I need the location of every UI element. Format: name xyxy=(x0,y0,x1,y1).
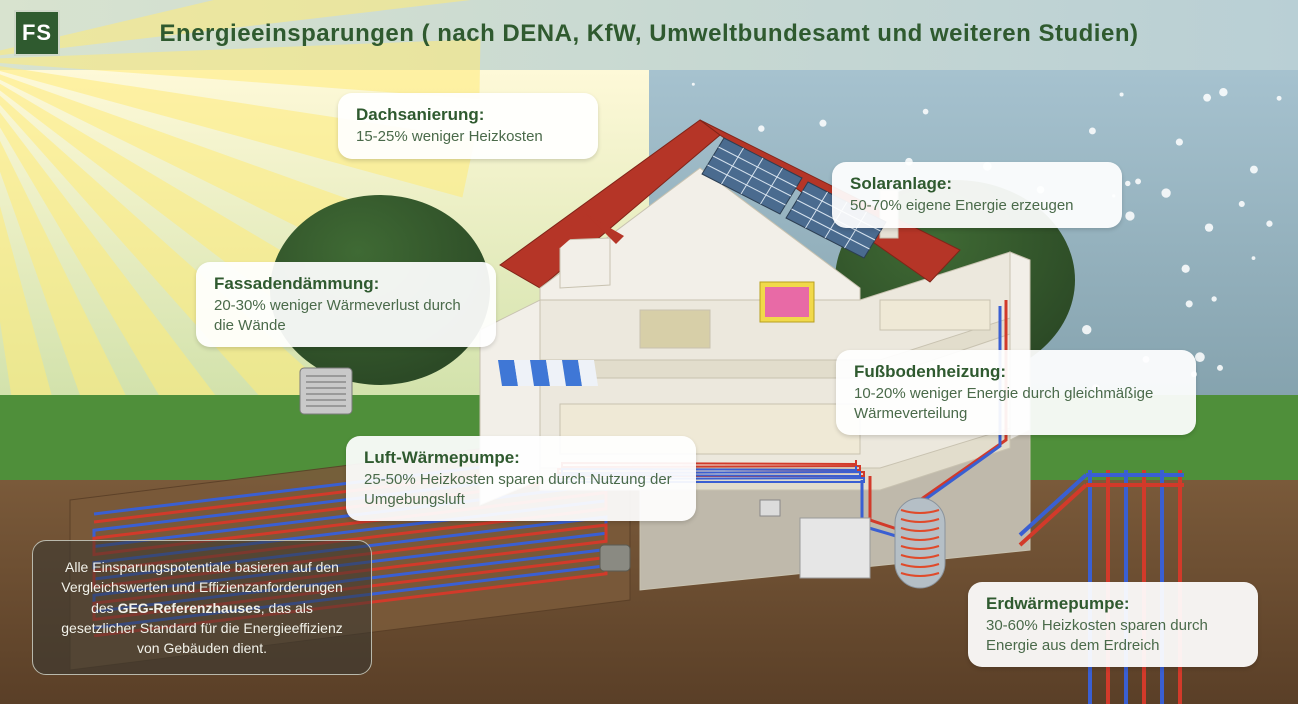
callout-body: 30-60% Heizkosten sparen durch Energie a… xyxy=(986,616,1240,655)
callout-erdwp: Erdwärmepumpe:30-60% Heizkosten sparen d… xyxy=(968,582,1258,667)
callout-dach: Dachsanierung:15-25% weniger Heizkosten xyxy=(338,93,598,159)
header: FS Energieeinsparungen ( nach DENA, KfW,… xyxy=(0,0,1298,70)
callout-fussboden: Fußbodenheizung:10-20% weniger Energie d… xyxy=(836,350,1196,435)
footnote-box: Alle Einsparungspotentiale basieren auf … xyxy=(32,540,372,675)
callout-luftwp: Luft-Wärmepumpe:25-50% Heizkosten sparen… xyxy=(346,436,696,521)
callout-title: Dachsanierung: xyxy=(356,105,580,125)
callout-title: Luft-Wärmepumpe: xyxy=(364,448,678,468)
callout-solar: Solaranlage:50-70% eigene Energie erzeug… xyxy=(832,162,1122,228)
footnote-bold: GEG-Referenzhauses xyxy=(118,600,261,616)
callout-body: 50-70% eigene Energie erzeugen xyxy=(850,196,1104,216)
callout-title: Fassadendämmung: xyxy=(214,274,478,294)
stage: FS Energieeinsparungen ( nach DENA, KfW,… xyxy=(0,0,1298,704)
callout-title: Erdwärmepumpe: xyxy=(986,594,1240,614)
callout-fassade: Fassadendämmung:20-30% weniger Wärmeverl… xyxy=(196,262,496,347)
callout-title: Solaranlage: xyxy=(850,174,1104,194)
callout-title: Fußbodenheizung: xyxy=(854,362,1178,382)
callout-body: 20-30% weniger Wärmeverlust durch die Wä… xyxy=(214,296,478,335)
callout-body: 25-50% Heizkosten sparen durch Nutzung d… xyxy=(364,470,678,509)
page-title: Energieeinsparungen ( nach DENA, KfW, Um… xyxy=(0,20,1298,48)
callout-body: 15-25% weniger Heizkosten xyxy=(356,127,580,147)
callout-body: 10-20% weniger Energie durch gleichmäßig… xyxy=(854,384,1178,423)
